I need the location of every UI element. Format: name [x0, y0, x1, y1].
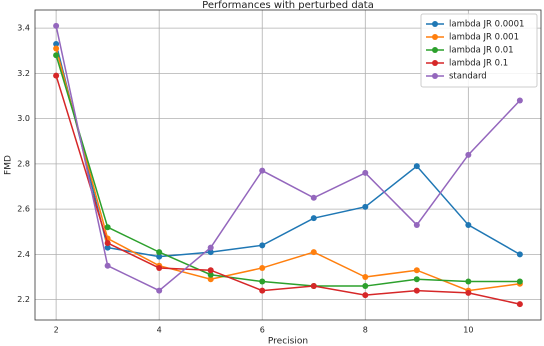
data-point — [310, 194, 317, 201]
y-tick-label: 3.4 — [17, 24, 30, 33]
x-axis-label: Precision — [268, 337, 308, 346]
data-point — [104, 262, 111, 269]
data-point — [104, 224, 111, 231]
plot-frame — [34, 9, 542, 321]
y-tick-label: 2.2 — [17, 295, 30, 304]
data-point — [259, 287, 266, 294]
data-point — [465, 278, 472, 285]
x-tick-label: 4 — [157, 326, 162, 335]
data-point — [362, 283, 369, 290]
data-point — [53, 72, 60, 79]
legend-label: lambda JR 0.01 — [449, 46, 514, 56]
series-line — [55, 75, 521, 305]
data-point — [207, 244, 214, 251]
data-point — [413, 163, 420, 170]
data-point — [104, 240, 111, 247]
y-tick-label: 3.2 — [17, 69, 30, 78]
x-tick-label: 2 — [54, 326, 59, 335]
legend-marker — [432, 47, 438, 53]
data-point — [465, 151, 472, 158]
data-point — [156, 287, 163, 294]
data-point — [259, 264, 266, 271]
data-point — [465, 221, 472, 228]
x-tick-label: 8 — [363, 326, 368, 335]
y-tick-label: 2.8 — [17, 159, 30, 168]
chart-title: Performances with perturbed data — [202, 0, 374, 11]
data-point — [310, 249, 317, 256]
y-tick-label: 3.0 — [17, 114, 30, 123]
data-point — [156, 264, 163, 271]
data-point — [53, 45, 60, 52]
legend-label: standard — [449, 72, 487, 82]
data-point — [207, 271, 214, 278]
data-point — [516, 251, 523, 258]
data-point — [465, 289, 472, 296]
legend-box — [420, 13, 538, 88]
data-point — [156, 253, 163, 260]
data-point — [413, 221, 420, 228]
data-point — [104, 244, 111, 251]
data-point — [310, 215, 317, 222]
data-point — [516, 301, 523, 308]
x-tick-label: 6 — [260, 326, 265, 335]
legend-label: lambda JR 0.0001 — [449, 20, 524, 30]
data-point — [259, 167, 266, 174]
data-point — [413, 276, 420, 283]
data-point — [207, 276, 214, 283]
legend-marker — [432, 34, 438, 40]
data-point — [156, 249, 163, 256]
series-line — [55, 55, 520, 287]
data-point — [516, 278, 523, 285]
y-tick-label: 2.4 — [17, 250, 30, 259]
data-point — [362, 203, 369, 210]
series-line — [55, 25, 521, 292]
data-point — [207, 267, 214, 274]
legend-marker — [432, 73, 438, 79]
data-point — [362, 169, 369, 176]
legend-label: lambda JR 0.001 — [449, 33, 519, 43]
data-point — [413, 267, 420, 274]
data-point — [53, 52, 60, 59]
data-point — [259, 242, 266, 249]
data-point — [516, 97, 523, 104]
x-tick-label: 10 — [463, 326, 473, 335]
legend-label: lambda JR 0.1 — [449, 59, 508, 69]
data-point — [53, 22, 60, 29]
data-point — [362, 292, 369, 299]
data-point — [413, 287, 420, 294]
legend: lambda JR 0.0001 lambda JR 0.001 lambda JR… — [420, 13, 538, 88]
data-point — [259, 278, 266, 285]
y-tick-label: 2.6 — [17, 205, 30, 214]
y-axis-label: FMD — [4, 155, 14, 175]
data-point — [53, 40, 60, 47]
legend-marker — [432, 21, 438, 27]
data-point — [310, 283, 317, 290]
legend-marker — [432, 60, 438, 66]
data-point — [207, 249, 214, 256]
data-point — [362, 274, 369, 281]
